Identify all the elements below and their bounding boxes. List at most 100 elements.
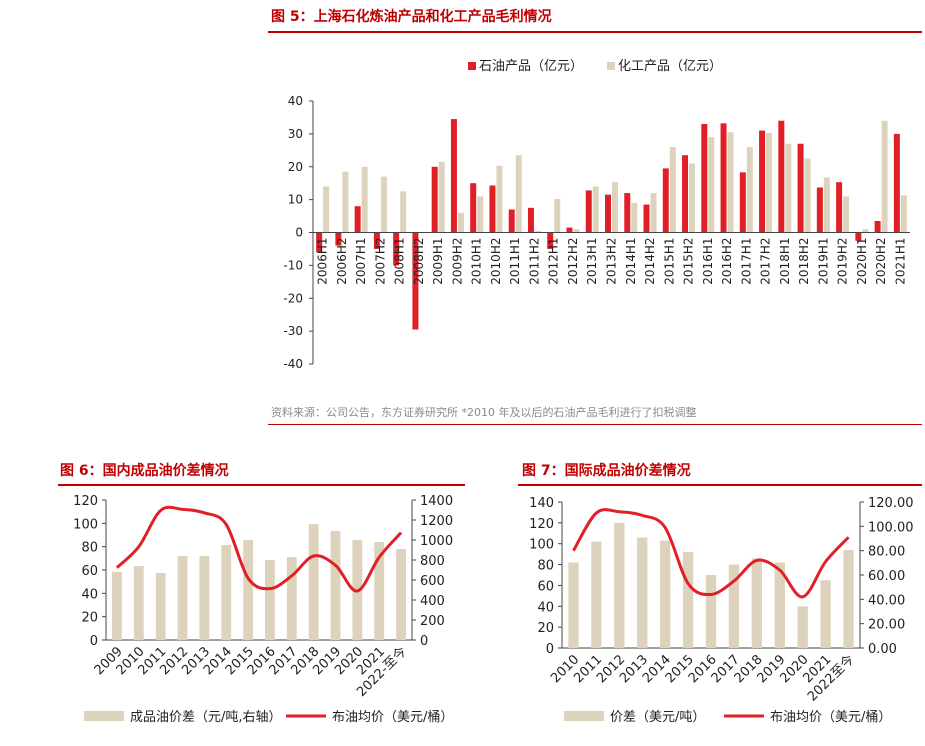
- figure5-bar-chemical: [400, 191, 407, 233]
- figure6-right-tick-label: 1400: [420, 494, 453, 509]
- figure7-left-tick-label: 40: [537, 600, 554, 615]
- figure5-x-tick-label: 2007H2: [373, 238, 387, 285]
- figure6-bar: [265, 560, 275, 640]
- figure5-bar-petroleum: [393, 232, 400, 266]
- figure6-title: 图 6：国内成品油价差情况: [60, 463, 229, 479]
- figure5-bar-chemical: [534, 230, 541, 233]
- figure5-bar-petroleum: [450, 119, 457, 233]
- figure7-legend-label-line: 布油均价（美元/桶）: [770, 710, 891, 725]
- figure7-line: [572, 508, 850, 599]
- figure5-bar-petroleum: [605, 194, 611, 233]
- figure5-x-tick-label: 2018H2: [797, 238, 811, 285]
- figure5-x-tick-label: 2020H2: [874, 238, 888, 285]
- figure5-x-tick-label: 2015H1: [662, 238, 676, 285]
- figure5-bar-petroleum: [335, 232, 342, 246]
- figure7-right-tick-label: 120.00: [868, 496, 914, 511]
- figure7-bar: [797, 606, 808, 648]
- figure7-bar: [614, 522, 625, 648]
- figure7-bar: [637, 537, 648, 648]
- figure7-left-tick-label: 0: [546, 642, 554, 657]
- figure5-bar-chemical: [592, 186, 599, 233]
- figure5-bar-chemical: [708, 137, 715, 233]
- figure5-y-tick-label: -20: [283, 291, 303, 305]
- figure7-right-tick-label: 0.00: [868, 642, 897, 657]
- figure7-right-tick-label: 60.00: [868, 569, 905, 584]
- figure5-bar-chemical: [862, 229, 869, 233]
- figure5-x-tick-label: 2008H1: [393, 238, 407, 285]
- figure5-bar-chemical: [669, 147, 676, 233]
- figure5-x-tick-label: 2008H2: [412, 238, 426, 285]
- figure5-bar-petroleum: [662, 168, 669, 233]
- figure5-y-tick-label: 0: [295, 226, 303, 240]
- figure5-x-tick-label: 2010H2: [489, 238, 503, 285]
- figure6-right-tick-label: 200: [420, 614, 445, 629]
- figure6-right-tick-label: 1200: [420, 514, 453, 529]
- figure5-y-tick-label: 10: [288, 193, 303, 207]
- figure5-title: 图 5：上海石化炼油产品和化工产品毛利情况: [271, 9, 552, 25]
- figure5-bar-chemical: [573, 229, 580, 233]
- figure5-bar-petroleum: [527, 207, 534, 233]
- figure7-right-tick-label: 100.00: [868, 520, 914, 535]
- figure5-bar-chemical: [554, 198, 561, 233]
- figure6-right-tick-label: 600: [420, 574, 445, 589]
- figure5-x-tick-label: 2013H1: [585, 238, 599, 285]
- figure5-bar-chemical: [804, 158, 811, 233]
- figure7-left-tick-label: 20: [537, 621, 554, 636]
- figure6-bar: [396, 549, 406, 640]
- figure7-bar: [728, 564, 740, 648]
- figure5-x-tick-label: 2014H1: [624, 238, 638, 285]
- figure7-right-tick-label: 20.00: [868, 618, 905, 633]
- figure5-x-tick-label: 2019H2: [836, 238, 850, 285]
- figure5-bar-chemical: [477, 196, 484, 233]
- figure6-line: [115, 505, 403, 593]
- figure5-bar-petroleum: [431, 166, 438, 233]
- figure5-x-tick-label: 2006H1: [316, 238, 330, 285]
- figure5-x-tick-label: 2016H1: [701, 238, 715, 285]
- figure5-bar-chemical: [785, 143, 792, 233]
- figure7-right-tick-label: 40.00: [868, 593, 905, 608]
- figure5-x-tick-label: 2012H1: [547, 238, 561, 285]
- figure6-bar: [133, 566, 144, 640]
- figure5-x-tick-label: 2019H1: [816, 238, 830, 285]
- figure5-bar-petroleum: [855, 232, 862, 241]
- figure5-bar-petroleum: [778, 120, 785, 233]
- figure7-bar: [751, 558, 763, 648]
- figure6-bar: [286, 557, 297, 640]
- figure5-x-tick-label: 2011H1: [508, 238, 522, 285]
- figure5-bar-petroleum: [682, 155, 689, 233]
- figure5-x-tick-label: 2018H1: [778, 238, 792, 285]
- figure7-bar: [705, 575, 717, 648]
- figure7-left-tick-label: 120: [529, 517, 554, 532]
- figure7-bar: [682, 552, 694, 648]
- figure6-title-rule: [58, 484, 465, 486]
- figure7-bar: [568, 562, 579, 648]
- figure5-legend-label-petroleum: 石油产品（亿元）: [479, 59, 583, 74]
- figure5-bottom-rule: [268, 424, 922, 425]
- figure5-x-tick-label: 2015H2: [682, 238, 696, 285]
- figure6-left-tick-label: 20: [81, 611, 98, 626]
- figure5-bar-chemical: [631, 202, 638, 233]
- figure5-bar-petroleum: [585, 190, 592, 233]
- figure5-x-tick-label: 2017H1: [739, 238, 753, 285]
- figure5-bar-chemical: [900, 195, 907, 233]
- figure6-legend-label-line: 布油均价（美元/桶）: [332, 710, 453, 725]
- figure5-bar-petroleum: [893, 133, 900, 233]
- figure5-y-tick-label: -10: [283, 258, 303, 272]
- figure5-bar-petroleum: [701, 124, 708, 233]
- figure5-x-tick-label: 2012H2: [566, 238, 580, 285]
- figure7-bar: [820, 580, 831, 648]
- figure5-y-tick-label: -30: [283, 324, 303, 338]
- figure5-bar-petroleum: [624, 193, 631, 233]
- figure5-bar-chemical: [380, 176, 387, 233]
- figure5-x-tick-label: 2017H2: [759, 238, 773, 285]
- figure5-bar-petroleum: [373, 232, 380, 249]
- figure5-bar-petroleum: [316, 232, 323, 253]
- figure5-bar-petroleum: [566, 227, 573, 233]
- figure5-bar-chemical: [881, 120, 888, 233]
- figure5-bar-chemical: [650, 193, 657, 233]
- figure5-bar-petroleum: [470, 183, 477, 233]
- figure6-bar: [308, 524, 319, 640]
